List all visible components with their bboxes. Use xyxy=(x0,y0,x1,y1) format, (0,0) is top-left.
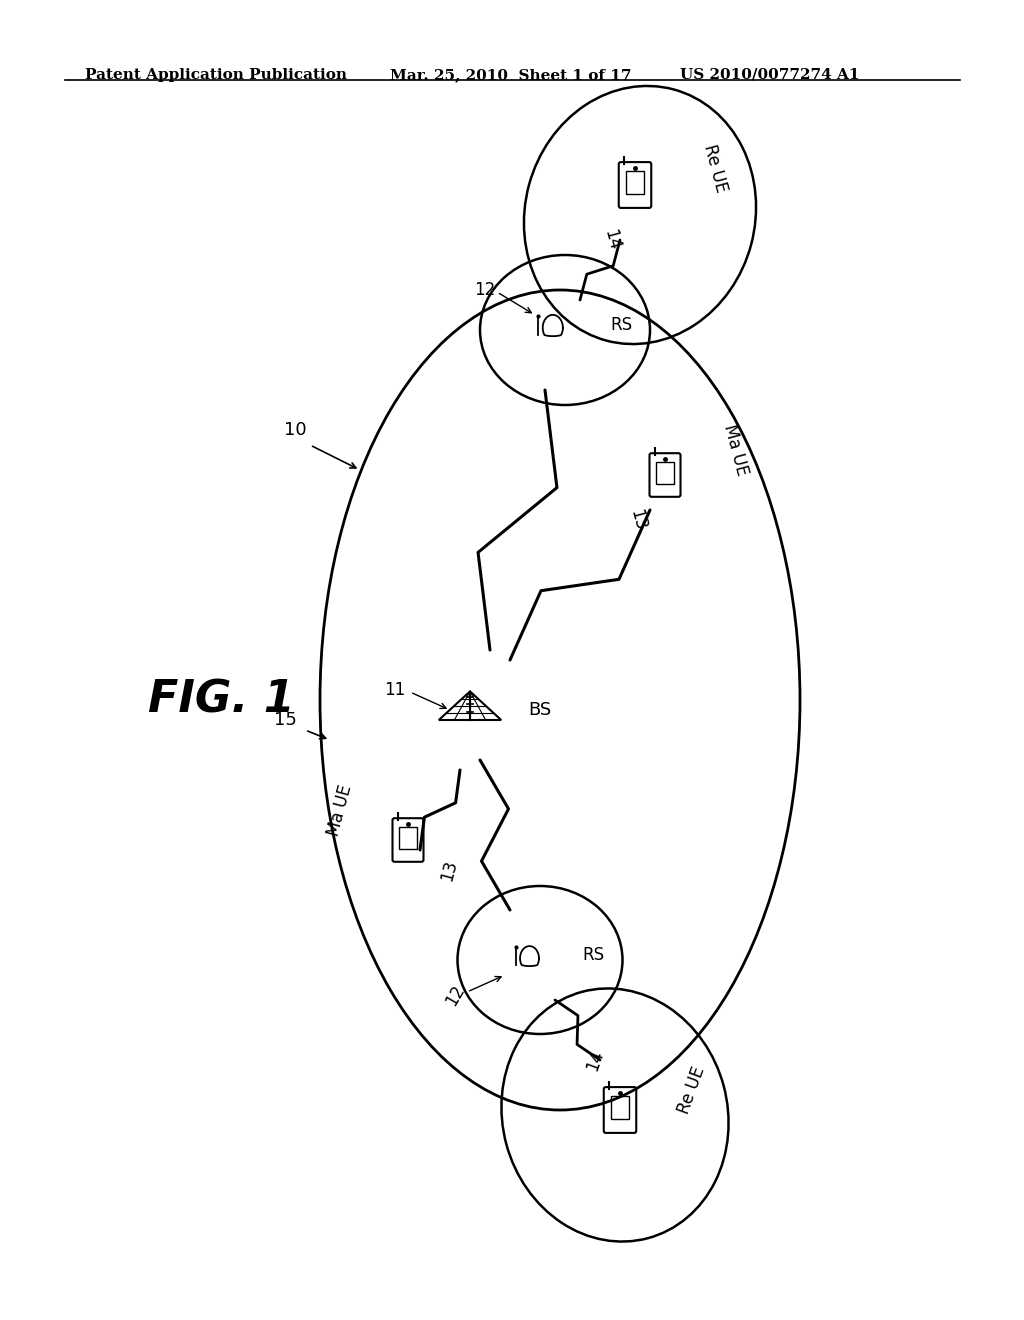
Bar xyxy=(626,172,644,194)
Text: RS: RS xyxy=(582,946,604,964)
Text: Ma UE: Ma UE xyxy=(720,422,751,478)
Text: 10: 10 xyxy=(284,421,306,440)
Text: 12: 12 xyxy=(474,281,496,300)
Text: Ma UE: Ma UE xyxy=(324,783,355,838)
Text: 15: 15 xyxy=(273,711,296,729)
Text: FIG. 1: FIG. 1 xyxy=(148,678,295,722)
Text: 12: 12 xyxy=(442,981,468,1008)
Text: Re UE: Re UE xyxy=(675,1064,709,1117)
Bar xyxy=(399,828,417,849)
Text: RS: RS xyxy=(610,315,632,334)
Text: 14: 14 xyxy=(583,1047,607,1073)
Text: Re UE: Re UE xyxy=(700,143,730,194)
Text: 14: 14 xyxy=(600,227,624,252)
Text: US 2010/0077274 A1: US 2010/0077274 A1 xyxy=(680,69,859,82)
Text: 11: 11 xyxy=(384,681,406,700)
Text: Mar. 25, 2010  Sheet 1 of 17: Mar. 25, 2010 Sheet 1 of 17 xyxy=(390,69,632,82)
Text: 13: 13 xyxy=(627,507,649,532)
Bar xyxy=(610,1097,630,1119)
Text: BS: BS xyxy=(528,701,551,719)
Bar xyxy=(656,462,674,484)
Text: Patent Application Publication: Patent Application Publication xyxy=(85,69,347,82)
Text: 13: 13 xyxy=(438,858,461,883)
